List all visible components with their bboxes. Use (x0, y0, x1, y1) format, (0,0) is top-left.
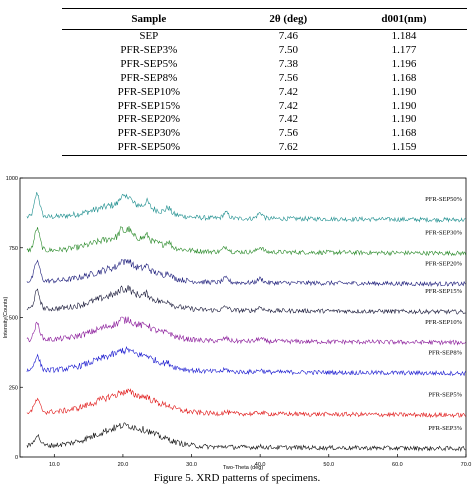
cell-two-theta: 7.42 (278, 85, 298, 98)
table-header-row: Sample 2θ (deg) d001(nm) (62, 8, 467, 30)
y-tick-label: 250 (9, 385, 18, 391)
cell-d001: 1.184 (391, 30, 417, 42)
table-row: PFR-SEP20% 7.42 1.190 (62, 113, 467, 127)
header-d001: d001(nm) (381, 13, 427, 25)
cell-two-theta: 7.56 (278, 71, 298, 84)
y-tick-label: 500 (9, 316, 18, 322)
cell-two-theta: 7.42 (278, 113, 298, 126)
cell-d001: 1.177 (391, 43, 417, 56)
cell-d001: 1.190 (391, 85, 417, 98)
x-tick-label: 60.0 (392, 462, 403, 468)
cell-two-theta: 7.62 (278, 141, 298, 154)
series-line-pfr-sep20pct (26, 258, 466, 288)
series-label: PFR-SEP15% (425, 288, 462, 295)
series-line-pfr-sep15pct (26, 285, 466, 315)
table-row: PFR-SEP30% 7.56 1.168 (62, 127, 467, 141)
cell-sample: PFR-SEP30% (117, 127, 180, 140)
table-row: PFR-SEP8% 7.56 1.168 (62, 72, 467, 86)
cell-sample: PFR-SEP15% (117, 99, 180, 112)
series-label: PFR-SEP10% (425, 319, 462, 326)
cell-d001: 1.168 (391, 127, 417, 140)
x-axis-label: Two-Theta (deg) (223, 465, 264, 470)
table-row: SEP 7.46 1.184 (62, 30, 467, 44)
table-row: PFR-SEP5% 7.38 1.196 (62, 58, 467, 72)
x-tick-label: 70.0 (461, 462, 472, 468)
y-tick-label: 0 (15, 455, 18, 461)
cell-two-theta: 7.42 (278, 99, 298, 112)
x-tick-label: 30.0 (186, 462, 197, 468)
x-tick-label: 10.0 (49, 462, 60, 468)
table-row: PFR-SEP3% 7.50 1.177 (62, 44, 467, 58)
cell-d001: 1.196 (391, 57, 417, 70)
header-two-theta: 2θ (deg) (269, 13, 308, 25)
series-line-pfr-sep30pct (26, 226, 466, 257)
table-row: PFR-SEP10% 7.42 1.190 (62, 86, 467, 100)
series-label: PFR-SEP5% (428, 391, 462, 398)
series-label: PFR-SEP20% (425, 260, 462, 267)
series-label: PFR-SEP50% (425, 196, 462, 203)
x-tick-label: 40.0 (255, 462, 266, 468)
cell-two-theta: 7.38 (278, 57, 298, 70)
table-row: PFR-SEP15% 7.42 1.190 (62, 100, 467, 114)
x-tick-label: 50.0 (323, 462, 334, 468)
series-label: PFR-SEP8% (428, 350, 462, 357)
y-tick-label: 750 (9, 246, 18, 252)
y-tick-label: 1000 (6, 176, 18, 182)
series-line-pfr-sep10pct (26, 316, 466, 346)
series-line-pfr-sep5pct (26, 388, 466, 419)
xrd-chart: PFR-SEP50% PFR-SEP30% PFR-SEP20% PFR-SEP15%… (3, 176, 472, 470)
series-line-pfr-sep8pct (26, 346, 466, 377)
cell-sample: PFR-SEP10% (117, 85, 180, 98)
cell-sample: SEP (139, 30, 159, 42)
cell-d001: 1.159 (391, 141, 417, 154)
x-tick-label: 20.0 (118, 462, 129, 468)
cell-two-theta: 7.46 (278, 30, 298, 42)
cell-d001: 1.190 (391, 99, 417, 112)
cell-sample: PFR-SEP8% (120, 71, 178, 84)
series-line-pfr-sep50pct (26, 192, 466, 224)
cell-two-theta: 7.56 (278, 127, 298, 140)
y-axis-label: Intensity(Counts) (3, 297, 9, 339)
cell-sample: PFR-SEP5% (120, 57, 178, 70)
cell-sample: PFR-SEP20% (117, 113, 180, 126)
cell-two-theta: 7.50 (278, 43, 298, 56)
cell-sample: PFR-SEP50% (117, 141, 180, 154)
series-line-pfr-sep3pct (26, 422, 466, 452)
series-label: PFR-SEP30% (425, 230, 462, 237)
table-row: PFR-SEP50% 7.62 1.159 (62, 141, 467, 156)
cell-d001: 1.190 (391, 113, 417, 126)
cell-d001: 1.168 (391, 71, 417, 84)
table-body: SEP 7.46 1.184 PFR-SEP3% 7.50 1.177 PFR-SEP5% 7… (62, 30, 467, 156)
series-label: PFR-SEP3% (428, 425, 462, 432)
figure-caption: Figure 5. XRD patterns of specimens. (153, 472, 321, 484)
results-table: Sample 2θ (deg) d001(nm) SEP 7.46 1.184 PFR… (62, 8, 467, 156)
cell-sample: PFR-SEP3% (120, 43, 178, 56)
header-sample: Sample (131, 13, 167, 25)
